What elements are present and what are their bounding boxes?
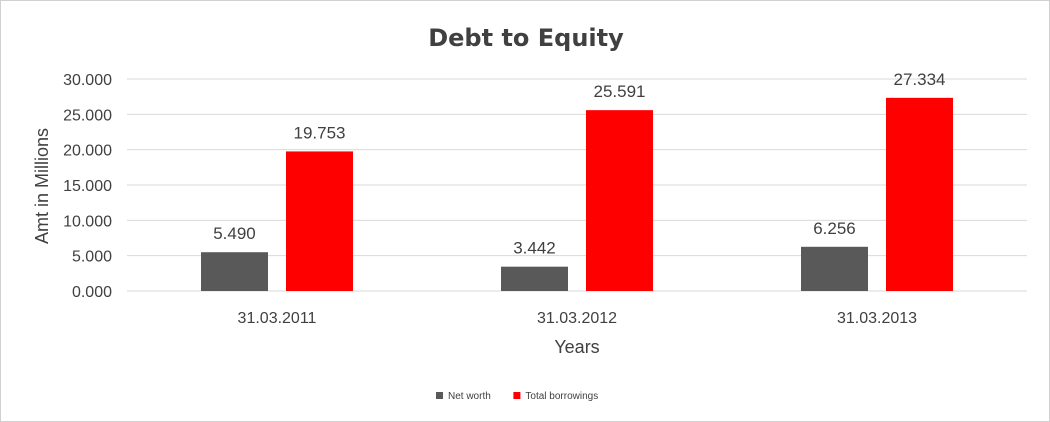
chart-title: Debt to Equity — [428, 24, 624, 52]
y-tick-label: 10.000 — [63, 213, 112, 230]
y-tick-label: 0.000 — [72, 284, 112, 301]
y-axis-label: Amt in Millions — [32, 128, 52, 244]
gridlines — [127, 78, 1027, 292]
x-axis-ticks: 31.03.2011 31.03.2012 31.03.2013 — [238, 310, 918, 327]
y-tick-label: 15.000 — [63, 178, 112, 195]
legend-swatch — [513, 392, 521, 399]
y-axis-ticks: 0.000 5.000 10.000 15.000 20.000 25.000 30.000 — [63, 72, 112, 301]
bar-net-worth — [501, 266, 568, 291]
x-tick-label: 31.03.2012 — [537, 310, 617, 327]
bar-net-worth — [801, 246, 868, 291]
x-tick-label: 31.03.2011 — [238, 310, 317, 327]
legend-label: Net worth — [448, 391, 491, 402]
bar-total-borrowings — [886, 97, 953, 291]
data-label: 19.753 — [294, 123, 346, 142]
y-tick-label: 5.000 — [72, 249, 112, 266]
legend: Net worth Total borrowings — [436, 391, 598, 402]
x-axis-label: Years — [554, 337, 599, 357]
data-label: 6.256 — [813, 219, 856, 238]
data-label: 3.442 — [513, 239, 556, 258]
bars — [201, 97, 953, 291]
y-tick-label: 25.000 — [63, 107, 112, 124]
bar-total-borrowings — [586, 110, 653, 291]
data-label: 25.591 — [594, 82, 646, 101]
bar-net-worth — [201, 252, 268, 291]
data-label: 5.490 — [213, 224, 256, 243]
legend-swatch — [436, 392, 443, 399]
data-label: 27.334 — [894, 70, 946, 89]
legend-label: Total borrowings — [525, 391, 598, 402]
y-tick-label: 20.000 — [63, 143, 112, 160]
x-tick-label: 31.03.2013 — [837, 310, 917, 327]
data-labels: 5.490 19.753 3.442 25.591 6.256 27.334 — [213, 70, 945, 258]
bar-total-borrowings — [286, 151, 353, 291]
y-tick-label: 30.000 — [63, 72, 112, 89]
